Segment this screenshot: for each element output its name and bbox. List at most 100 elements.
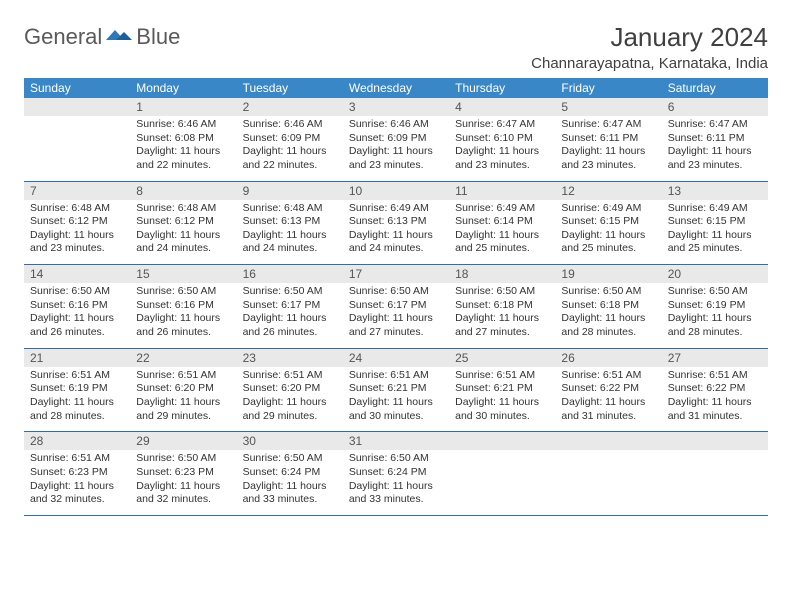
day-details: Sunrise: 6:50 AMSunset: 6:23 PMDaylight:…: [130, 450, 236, 515]
day-number: 7: [24, 182, 130, 200]
daylight-line: Daylight: 11 hours and 28 minutes.: [668, 312, 762, 339]
weekday-header: Thursday: [449, 78, 555, 98]
day-number: 29: [130, 432, 236, 450]
day-details: Sunrise: 6:50 AMSunset: 6:18 PMDaylight:…: [555, 283, 661, 348]
day-number: 3: [343, 98, 449, 116]
calendar-day-cell: 13Sunrise: 6:49 AMSunset: 6:15 PMDayligh…: [662, 181, 768, 265]
day-details: Sunrise: 6:46 AMSunset: 6:09 PMDaylight:…: [237, 116, 343, 181]
sunset-line: Sunset: 6:09 PM: [243, 132, 337, 146]
sunset-line: Sunset: 6:17 PM: [243, 299, 337, 313]
day-number: 4: [449, 98, 555, 116]
daylight-line: Daylight: 11 hours and 22 minutes.: [136, 145, 230, 172]
day-number: 21: [24, 349, 130, 367]
day-number: 19: [555, 265, 661, 283]
daylight-line: Daylight: 11 hours and 23 minutes.: [668, 145, 762, 172]
day-details: Sunrise: 6:50 AMSunset: 6:24 PMDaylight:…: [237, 450, 343, 515]
day-number: 17: [343, 265, 449, 283]
day-number: 18: [449, 265, 555, 283]
calendar-day-cell: 29Sunrise: 6:50 AMSunset: 6:23 PMDayligh…: [130, 432, 236, 516]
calendar-empty-cell: [449, 432, 555, 516]
daylight-line: Daylight: 11 hours and 30 minutes.: [349, 396, 443, 423]
day-number: 25: [449, 349, 555, 367]
day-details: Sunrise: 6:51 AMSunset: 6:21 PMDaylight:…: [449, 367, 555, 432]
calendar-day-cell: 2Sunrise: 6:46 AMSunset: 6:09 PMDaylight…: [237, 98, 343, 181]
sunset-line: Sunset: 6:17 PM: [349, 299, 443, 313]
sunrise-line: Sunrise: 6:51 AM: [136, 369, 230, 383]
day-details: Sunrise: 6:50 AMSunset: 6:17 PMDaylight:…: [237, 283, 343, 348]
day-number: 8: [130, 182, 236, 200]
daylight-line: Daylight: 11 hours and 24 minutes.: [349, 229, 443, 256]
daylight-line: Daylight: 11 hours and 26 minutes.: [30, 312, 124, 339]
daylight-line: Daylight: 11 hours and 23 minutes.: [561, 145, 655, 172]
day-details: Sunrise: 6:48 AMSunset: 6:12 PMDaylight:…: [24, 200, 130, 265]
daylight-line: Daylight: 11 hours and 24 minutes.: [243, 229, 337, 256]
day-number: [555, 432, 661, 450]
day-details: Sunrise: 6:50 AMSunset: 6:24 PMDaylight:…: [343, 450, 449, 515]
sunrise-line: Sunrise: 6:50 AM: [349, 452, 443, 466]
sunset-line: Sunset: 6:19 PM: [30, 382, 124, 396]
daylight-line: Daylight: 11 hours and 31 minutes.: [668, 396, 762, 423]
calendar-day-cell: 8Sunrise: 6:48 AMSunset: 6:12 PMDaylight…: [130, 181, 236, 265]
day-details: Sunrise: 6:47 AMSunset: 6:11 PMDaylight:…: [555, 116, 661, 181]
location-text: Channarayapatna, Karnataka, India: [531, 55, 768, 72]
sunset-line: Sunset: 6:21 PM: [455, 382, 549, 396]
sunrise-line: Sunrise: 6:48 AM: [243, 202, 337, 216]
calendar-day-cell: 9Sunrise: 6:48 AMSunset: 6:13 PMDaylight…: [237, 181, 343, 265]
calendar-day-cell: 27Sunrise: 6:51 AMSunset: 6:22 PMDayligh…: [662, 348, 768, 432]
daylight-line: Daylight: 11 hours and 33 minutes.: [349, 480, 443, 507]
sunset-line: Sunset: 6:24 PM: [243, 466, 337, 480]
day-number: [449, 432, 555, 450]
sunrise-line: Sunrise: 6:48 AM: [30, 202, 124, 216]
sunset-line: Sunset: 6:15 PM: [561, 215, 655, 229]
calendar-day-cell: 22Sunrise: 6:51 AMSunset: 6:20 PMDayligh…: [130, 348, 236, 432]
calendar-body: 1Sunrise: 6:46 AMSunset: 6:08 PMDaylight…: [24, 98, 768, 515]
day-number: 6: [662, 98, 768, 116]
daylight-line: Daylight: 11 hours and 25 minutes.: [561, 229, 655, 256]
calendar-day-cell: 25Sunrise: 6:51 AMSunset: 6:21 PMDayligh…: [449, 348, 555, 432]
day-details: Sunrise: 6:48 AMSunset: 6:13 PMDaylight:…: [237, 200, 343, 265]
daylight-line: Daylight: 11 hours and 25 minutes.: [455, 229, 549, 256]
sunrise-line: Sunrise: 6:47 AM: [668, 118, 762, 132]
sunset-line: Sunset: 6:22 PM: [561, 382, 655, 396]
day-details: Sunrise: 6:51 AMSunset: 6:21 PMDaylight:…: [343, 367, 449, 432]
header: General Blue January 2024 Channarayapatn…: [24, 22, 768, 72]
calendar-week-row: 7Sunrise: 6:48 AMSunset: 6:12 PMDaylight…: [24, 181, 768, 265]
day-number: 26: [555, 349, 661, 367]
day-number: 23: [237, 349, 343, 367]
calendar-day-cell: 23Sunrise: 6:51 AMSunset: 6:20 PMDayligh…: [237, 348, 343, 432]
sunset-line: Sunset: 6:23 PM: [136, 466, 230, 480]
day-number: 2: [237, 98, 343, 116]
day-number: 16: [237, 265, 343, 283]
day-number: 24: [343, 349, 449, 367]
sunrise-line: Sunrise: 6:50 AM: [243, 285, 337, 299]
calendar-table: SundayMondayTuesdayWednesdayThursdayFrid…: [24, 78, 768, 516]
day-number: 13: [662, 182, 768, 200]
sunset-line: Sunset: 6:20 PM: [243, 382, 337, 396]
day-number: 20: [662, 265, 768, 283]
day-details: Sunrise: 6:50 AMSunset: 6:16 PMDaylight:…: [24, 283, 130, 348]
calendar-day-cell: 6Sunrise: 6:47 AMSunset: 6:11 PMDaylight…: [662, 98, 768, 181]
weekday-header: Monday: [130, 78, 236, 98]
day-number: 22: [130, 349, 236, 367]
sunrise-line: Sunrise: 6:50 AM: [243, 452, 337, 466]
sunset-line: Sunset: 6:20 PM: [136, 382, 230, 396]
calendar-day-cell: 17Sunrise: 6:50 AMSunset: 6:17 PMDayligh…: [343, 265, 449, 349]
weekday-header: Sunday: [24, 78, 130, 98]
sunset-line: Sunset: 6:16 PM: [30, 299, 124, 313]
brand-word1: General: [24, 24, 102, 50]
sunset-line: Sunset: 6:13 PM: [243, 215, 337, 229]
daylight-line: Daylight: 11 hours and 32 minutes.: [136, 480, 230, 507]
calendar-day-cell: 3Sunrise: 6:46 AMSunset: 6:09 PMDaylight…: [343, 98, 449, 181]
daylight-line: Daylight: 11 hours and 27 minutes.: [349, 312, 443, 339]
day-details: Sunrise: 6:51 AMSunset: 6:23 PMDaylight:…: [24, 450, 130, 515]
calendar-day-cell: 20Sunrise: 6:50 AMSunset: 6:19 PMDayligh…: [662, 265, 768, 349]
day-number: 12: [555, 182, 661, 200]
brand-flag-icon: [106, 26, 132, 49]
day-number: [24, 98, 130, 116]
day-details: Sunrise: 6:49 AMSunset: 6:15 PMDaylight:…: [662, 200, 768, 265]
sunrise-line: Sunrise: 6:49 AM: [455, 202, 549, 216]
sunset-line: Sunset: 6:11 PM: [561, 132, 655, 146]
weekday-header: Saturday: [662, 78, 768, 98]
day-details: Sunrise: 6:49 AMSunset: 6:13 PMDaylight:…: [343, 200, 449, 265]
sunrise-line: Sunrise: 6:51 AM: [349, 369, 443, 383]
